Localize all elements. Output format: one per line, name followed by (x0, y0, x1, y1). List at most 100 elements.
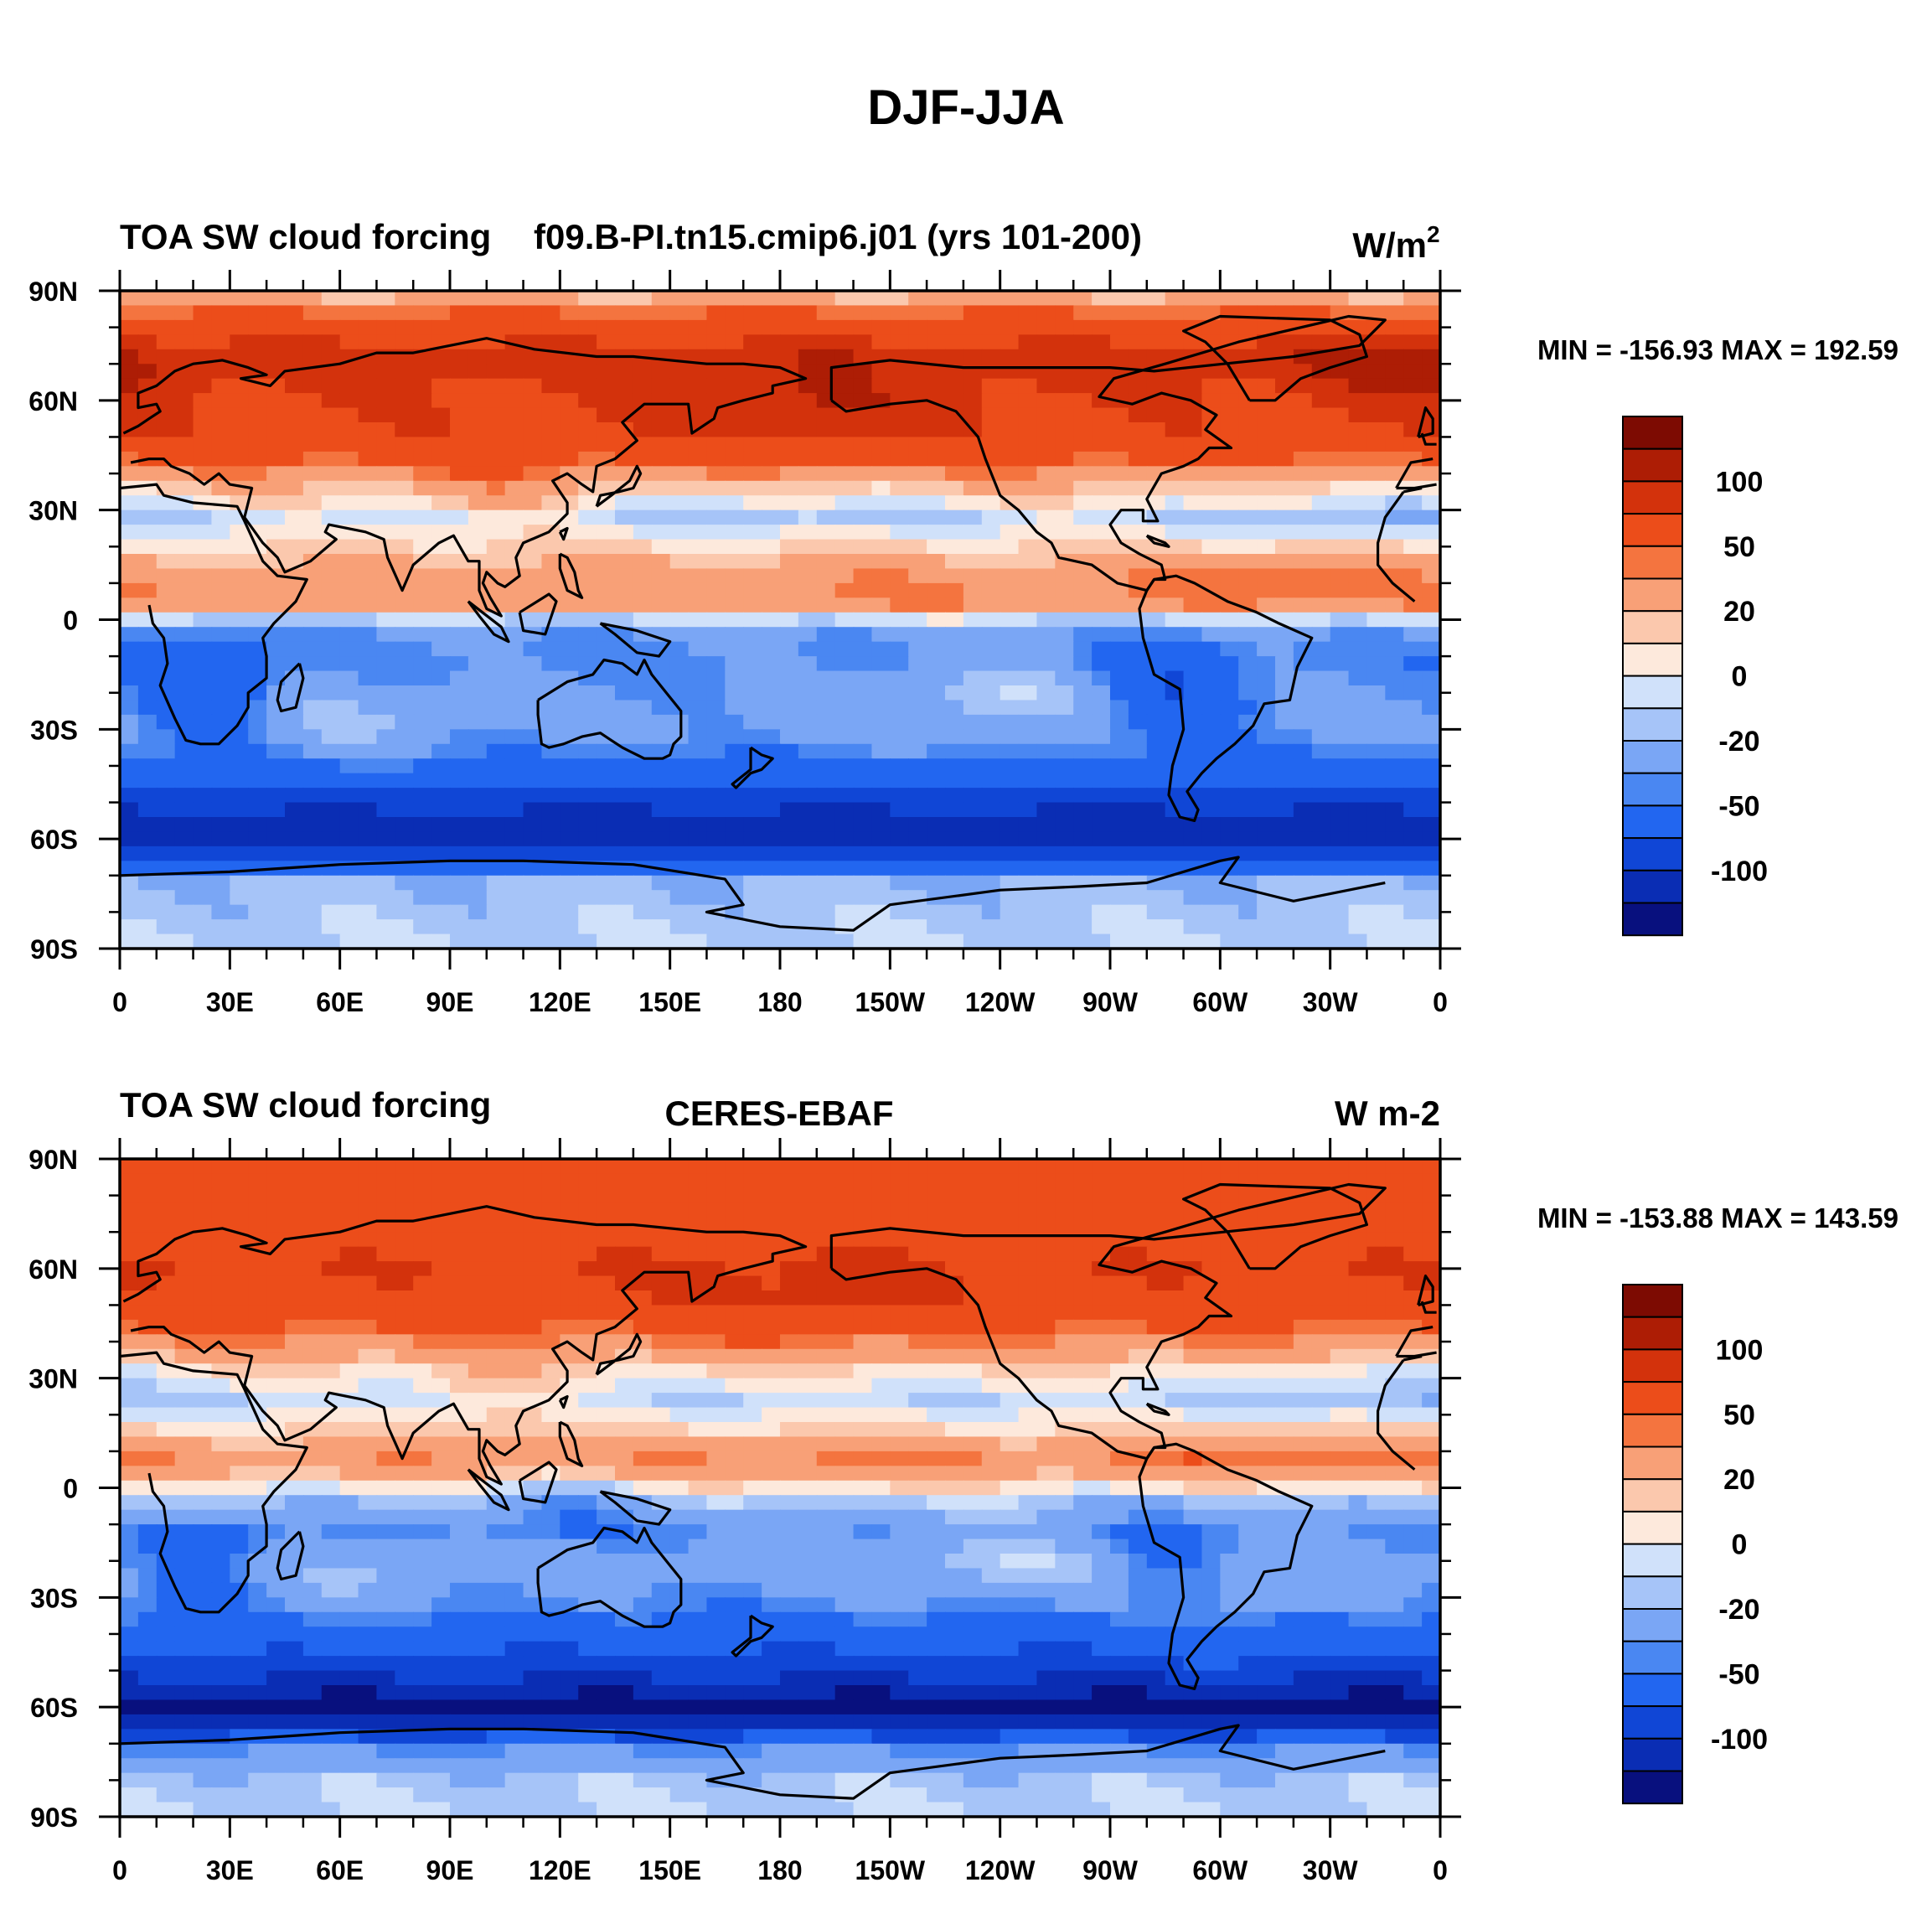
field-cell (504, 656, 524, 672)
field-cell (597, 700, 616, 716)
field-cell (908, 1393, 927, 1409)
field-cell (339, 919, 359, 935)
field-cell (376, 1232, 396, 1248)
field-cell (945, 1305, 964, 1321)
field-cell (523, 890, 543, 906)
field-cell (816, 597, 836, 613)
field-cell (137, 1232, 158, 1248)
field-cell (1110, 685, 1129, 701)
field-cell (1275, 437, 1294, 453)
field-cell (963, 1187, 983, 1204)
field-cell (1311, 1159, 1331, 1175)
field-cell (688, 1246, 708, 1262)
field-cell (853, 817, 873, 833)
field-cell (1348, 758, 1368, 774)
field-cell (156, 1261, 176, 1277)
field-cell (285, 291, 304, 307)
field-cell (230, 1334, 250, 1350)
field-cell (156, 1246, 176, 1262)
field-cell (193, 1275, 213, 1291)
field-cell (743, 1275, 762, 1291)
field-cell (1036, 817, 1056, 833)
field-cell (578, 1451, 597, 1467)
field-cell (1201, 1159, 1222, 1175)
field-cell (1311, 1422, 1331, 1438)
field-cell (1366, 509, 1387, 525)
field-cell (413, 1451, 432, 1467)
field-cell (945, 568, 964, 584)
field-cell (431, 904, 451, 920)
field-cell (523, 378, 543, 394)
field-cell (1018, 554, 1038, 570)
field-cell (1110, 480, 1129, 497)
field-cell (302, 1246, 323, 1262)
field-cell (798, 817, 818, 833)
field-cell (927, 597, 946, 613)
field-cell (780, 861, 799, 877)
field-cell (395, 846, 415, 862)
field-cell (504, 670, 524, 686)
field-cell (816, 1290, 836, 1306)
field-cell (120, 1275, 139, 1291)
field-cell (853, 407, 873, 423)
field-cell (651, 1159, 671, 1175)
colorbar-label: -100 (1711, 856, 1768, 887)
field-cell (1018, 1159, 1038, 1175)
field-cell (1348, 597, 1368, 613)
field-cell (120, 1261, 139, 1277)
field-cell (1275, 597, 1294, 613)
field-cell (853, 700, 873, 716)
field-cell (1146, 1173, 1166, 1189)
field-cell (230, 743, 250, 760)
field-cell (285, 1246, 304, 1262)
field-cell (1092, 743, 1111, 760)
lon-label: 0 (1433, 987, 1448, 1017)
field-cell (963, 904, 983, 920)
field-cell (1330, 641, 1350, 657)
field-cell (1000, 1290, 1020, 1306)
field-cell (1348, 1393, 1368, 1409)
field-cell (395, 1422, 415, 1438)
field-cell (651, 349, 671, 365)
field-cell (578, 1187, 597, 1204)
field-cell (504, 1378, 524, 1394)
field-cell (1146, 773, 1166, 789)
field-cell (1275, 1407, 1294, 1423)
field-cell (1330, 933, 1350, 949)
field-cell (156, 1378, 176, 1394)
field-cell (193, 407, 213, 423)
field-cell (1422, 890, 1440, 906)
field-cell (1330, 1305, 1350, 1321)
field-cell (230, 334, 250, 350)
field-cell (725, 568, 745, 584)
field-cell (633, 539, 653, 555)
field-cell (1293, 582, 1313, 599)
field-cell (743, 1202, 762, 1218)
field-cell (1422, 685, 1440, 701)
field-cell (376, 509, 396, 525)
field-cell (1073, 1451, 1093, 1467)
field-cell (743, 861, 762, 877)
field-cell (266, 334, 286, 350)
field-cell (853, 933, 873, 949)
field-cell (725, 364, 745, 380)
field-cell (266, 466, 286, 482)
field-cell (302, 334, 323, 350)
field-cell (1201, 641, 1222, 657)
field-cell (1366, 904, 1387, 920)
field-cell (963, 788, 983, 804)
field-cell (1000, 334, 1020, 350)
field-cell (321, 919, 341, 935)
field-cell (1403, 1334, 1423, 1350)
field-cell (211, 364, 231, 380)
field-cell (339, 641, 359, 657)
field-cell (669, 1290, 690, 1306)
field-cell (1055, 305, 1075, 321)
field-cell (523, 773, 543, 789)
field-cell (908, 407, 927, 423)
field-cell (798, 1407, 818, 1423)
field-cell (578, 1246, 597, 1262)
field-cell (450, 1305, 469, 1321)
field-cell (927, 875, 946, 892)
field-cell (1036, 1348, 1056, 1365)
